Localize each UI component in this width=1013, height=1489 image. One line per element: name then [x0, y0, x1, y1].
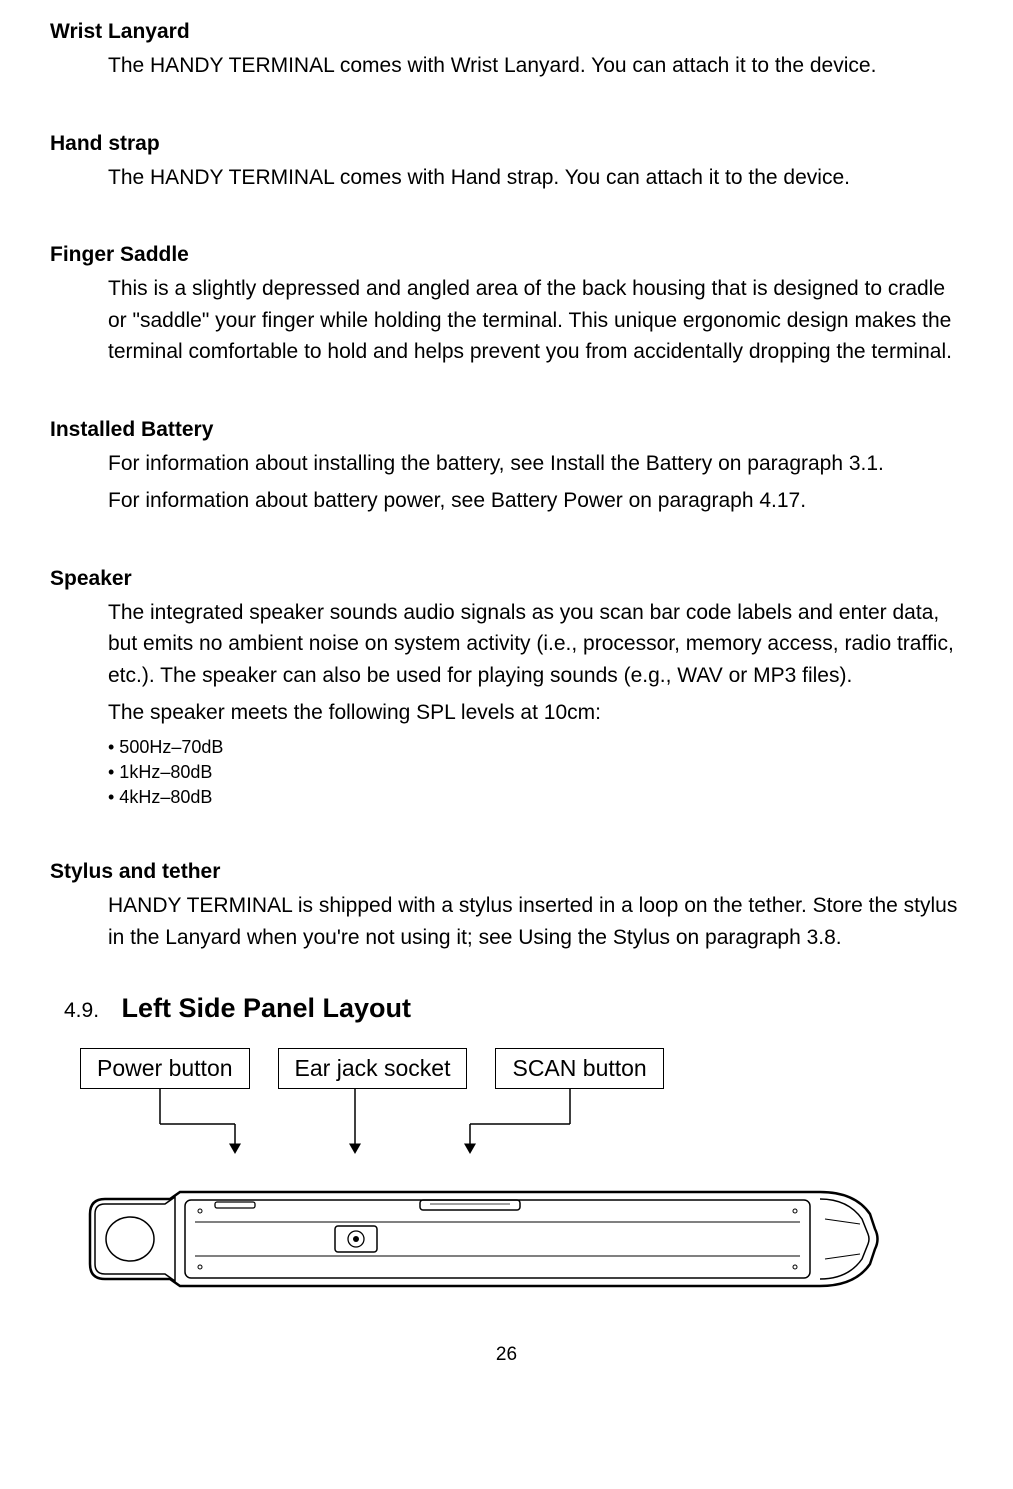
heading-stylus: Stylus and tether	[50, 860, 963, 884]
body-speaker-1: The integrated speaker sounds audio sign…	[108, 597, 963, 692]
body-installed-battery-2: For information about battery power, see…	[108, 485, 963, 517]
page-number: 26	[50, 1344, 963, 1366]
section-finger-saddle: Finger Saddle This is a slightly depress…	[50, 243, 963, 368]
body-wrist-lanyard: The HANDY TERMINAL comes with Wrist Lany…	[108, 50, 963, 82]
connector-arrows	[80, 1089, 780, 1159]
section-hand-strap: Hand strap The HANDY TERMINAL comes with…	[50, 132, 963, 194]
heading-wrist-lanyard: Wrist Lanyard	[50, 20, 963, 44]
bullet-3: • 4kHz–80dB	[108, 785, 963, 810]
heading-speaker: Speaker	[50, 567, 963, 591]
section-stylus: Stylus and tether HANDY TERMINAL is ship…	[50, 860, 963, 953]
section-number: 4.9.	[64, 999, 99, 1023]
labels-row: Power button Ear jack socket SCAN button	[80, 1048, 963, 1089]
section-speaker: Speaker The integrated speaker sounds au…	[50, 567, 963, 811]
bullet-2: • 1kHz–80dB	[108, 760, 963, 785]
bullet-1: • 500Hz–70dB	[108, 735, 963, 760]
diagram-container: Power button Ear jack socket SCAN button	[80, 1048, 963, 1304]
body-hand-strap: The HANDY TERMINAL comes with Hand strap…	[108, 162, 963, 194]
label-ear-jack-socket: Ear jack socket	[278, 1048, 468, 1089]
body-stylus: HANDY TERMINAL is shipped with a stylus …	[108, 890, 963, 953]
device-illustration	[80, 1164, 880, 1299]
heading-hand-strap: Hand strap	[50, 132, 963, 156]
label-power-button: Power button	[80, 1048, 250, 1089]
body-installed-battery-1: For information about installing the bat…	[108, 448, 963, 480]
label-scan-button: SCAN button	[495, 1048, 663, 1089]
section-left-side-panel: 4.9. Left Side Panel Layout	[50, 993, 963, 1024]
body-finger-saddle: This is a slightly depressed and angled …	[108, 273, 963, 368]
body-speaker-2: The speaker meets the following SPL leve…	[108, 697, 963, 729]
section-title: Left Side Panel Layout	[121, 993, 411, 1023]
heading-installed-battery: Installed Battery	[50, 418, 963, 442]
section-installed-battery: Installed Battery For information about …	[50, 418, 963, 517]
section-wrist-lanyard: Wrist Lanyard The HANDY TERMINAL comes w…	[50, 20, 963, 82]
heading-finger-saddle: Finger Saddle	[50, 243, 963, 267]
speaker-bullets: • 500Hz–70dB • 1kHz–80dB • 4kHz–80dB	[108, 735, 963, 811]
